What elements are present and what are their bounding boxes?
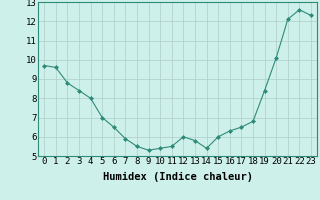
- X-axis label: Humidex (Indice chaleur): Humidex (Indice chaleur): [103, 172, 252, 182]
